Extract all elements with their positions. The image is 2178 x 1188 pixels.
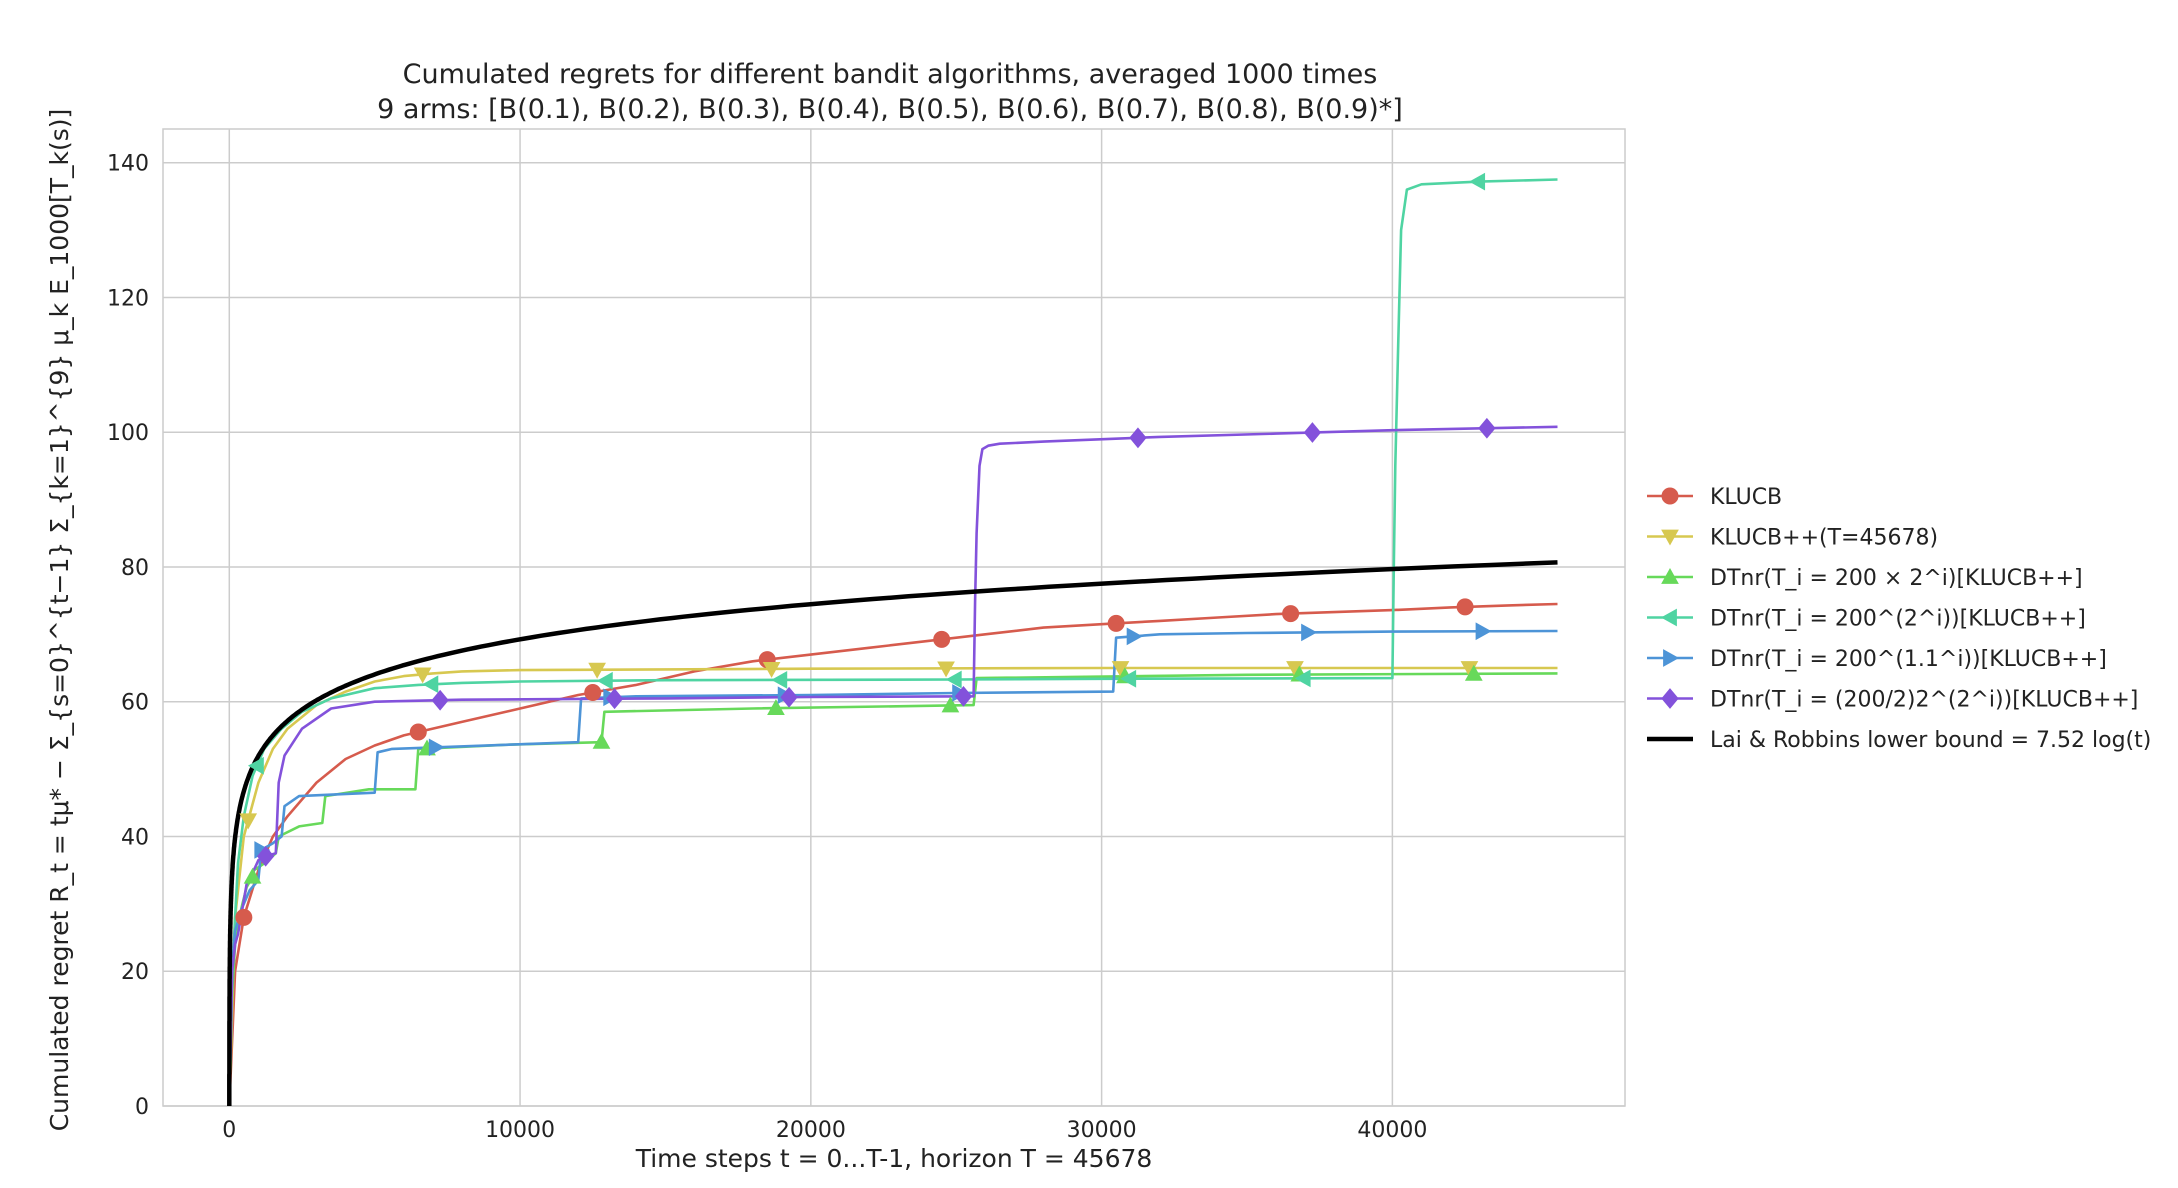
legend-entry: KLUCB (1710, 485, 1782, 510)
y-tick-label: 20 (121, 960, 149, 985)
data-point-marker (239, 813, 258, 830)
y-tick-label: 60 (121, 691, 149, 716)
data-point-marker (428, 738, 445, 757)
series-markers (235, 172, 1496, 926)
chart-title: Cumulated regrets for different bandit a… (403, 59, 1378, 90)
data-point-marker (592, 732, 611, 749)
legend-entry: DTnr(T_i = 200^(2^i))[KLUCB++] (1710, 607, 2086, 632)
data-point-marker (1107, 614, 1125, 632)
y-tick-label: 100 (107, 421, 149, 446)
y-tick-label: 140 (107, 152, 149, 177)
x-tick-label: 0 (222, 1118, 236, 1143)
x-tick-label: 10000 (485, 1118, 555, 1143)
legend-marker (1663, 649, 1680, 667)
y-tick-label: 80 (121, 556, 149, 581)
series-line-4 (228, 629, 1558, 1106)
data-point-marker (409, 723, 427, 741)
data-point-marker (1294, 669, 1311, 688)
legend-entry: DTnr(T_i = 200^(1.1^i))[KLUCB++] (1710, 647, 2107, 672)
data-point-marker (1282, 605, 1300, 623)
y-tick-label: 40 (121, 825, 149, 850)
data-point-marker (1120, 669, 1137, 688)
y-tick-label: 0 (135, 1095, 149, 1120)
series-line-3 (228, 178, 1558, 1106)
data-point-marker (1301, 623, 1318, 642)
data-point-marker (235, 908, 253, 926)
legend-marker (1661, 567, 1679, 584)
data-point-marker (945, 670, 962, 689)
data-point-marker (596, 671, 613, 690)
data-point-marker (247, 756, 264, 775)
data-point-marker (941, 696, 960, 713)
data-point-marker (1464, 664, 1483, 681)
legend-entry: DTnr(T_i = 200 × 2^i)[KLUCB++] (1710, 566, 2083, 591)
legend-marker (1661, 688, 1679, 709)
legend-marker (1661, 529, 1679, 546)
data-point-marker (413, 667, 432, 684)
data-point-marker (954, 685, 973, 707)
data-point-marker (605, 688, 624, 710)
data-point-marker (1456, 598, 1474, 616)
series-line-5 (228, 425, 1558, 1106)
data-point-marker (1303, 422, 1322, 443)
data-point-marker (933, 630, 951, 648)
y-tick-label: 120 (107, 286, 149, 311)
legend-entry: DTnr(T_i = (200/2)2^(2^i))[KLUCB++] (1710, 688, 2138, 713)
data-point-marker (422, 675, 439, 694)
series-line-6 (227, 560, 1558, 1106)
x-tick-label: 20000 (776, 1118, 846, 1143)
data-point-marker (256, 845, 275, 867)
legend-marker (1661, 487, 1679, 505)
x-axis-ticks: 0 10000 20000 30000 40000 (222, 1118, 1427, 1143)
legend: KLUCB KLUCB++(T=45678) DTnr(T_i = 200 × 2^… (1647, 485, 2151, 753)
data-point-marker (780, 686, 798, 708)
x-axis-label: Time steps t = 0...T-1, horizon T = 4567… (635, 1144, 1153, 1173)
data-point-marker (1126, 627, 1143, 646)
data-point-marker (243, 867, 262, 884)
chart-subtitle: 9 arms: [B(0.1), B(0.2), B(0.3), B(0.4),… (377, 94, 1403, 125)
x-tick-label: 40000 (1357, 1118, 1427, 1143)
data-point-marker (767, 699, 785, 716)
data-point-marker (1475, 622, 1492, 641)
y-axis-ticks: 0 20 40 60 80 100 120 140 (107, 152, 149, 1120)
data-point-marker (1129, 427, 1147, 449)
data-point-marker (1478, 417, 1496, 439)
y-axis-label: Cumulated regret R_t = tμ* − Σ_{s=0}^{t−… (45, 109, 74, 1132)
legend-entry: Lai & Robbins lower bound = 7.52 log(t) (1710, 728, 2151, 753)
series-line-1 (228, 666, 1558, 1106)
data-point-marker (588, 662, 606, 679)
data-point-marker (771, 671, 788, 689)
data-point-marker (584, 683, 602, 701)
data-point-marker (937, 661, 955, 678)
plot-area (162, 128, 1626, 1107)
x-tick-label: 30000 (1067, 1118, 1137, 1143)
data-point-marker (1469, 172, 1486, 191)
data-point-marker (762, 661, 781, 678)
legend-entry: KLUCB++(T=45678) (1710, 526, 1938, 551)
legend-marker (1660, 608, 1677, 627)
data-point-marker (431, 689, 449, 711)
